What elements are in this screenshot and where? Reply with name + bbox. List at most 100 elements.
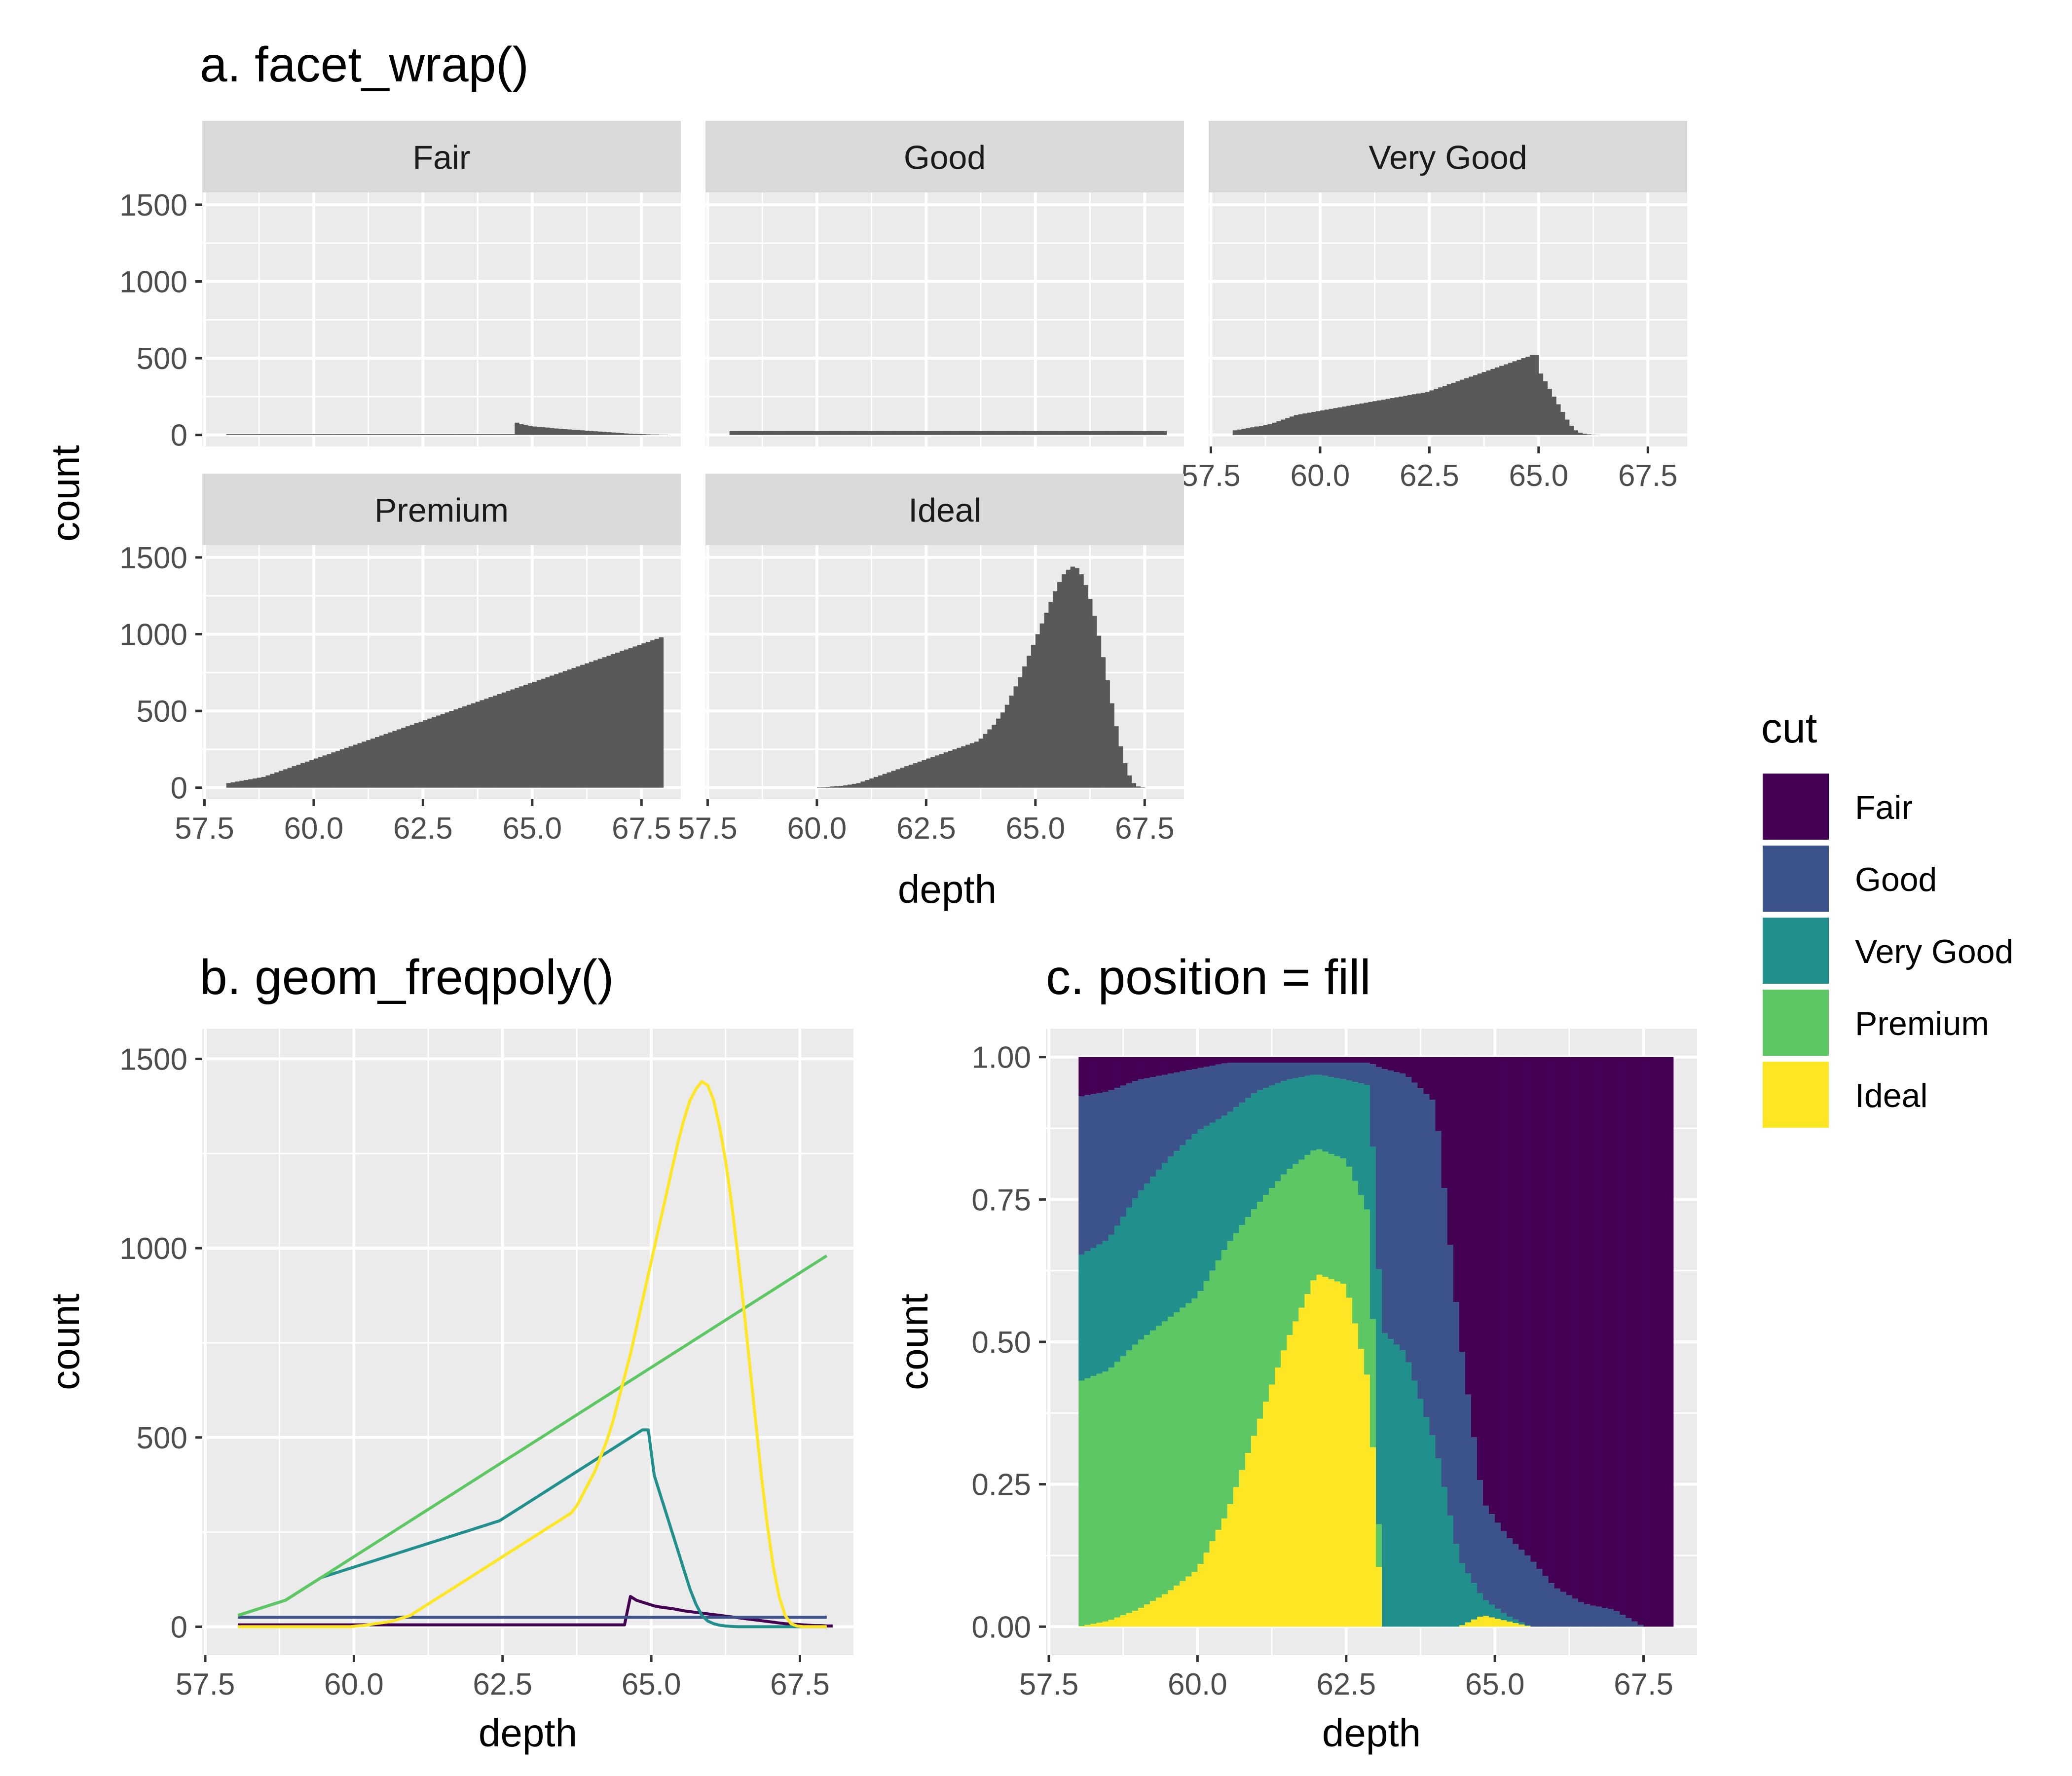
histogram-bar — [497, 434, 502, 435]
histogram-bar — [1359, 403, 1364, 435]
x-tick-label: 65.0 — [1005, 812, 1065, 846]
histogram-bar — [475, 434, 481, 435]
histogram-bar — [1446, 384, 1452, 435]
fill-bar-good — [1584, 1604, 1591, 1627]
histogram-bar — [558, 672, 563, 788]
histogram-bar — [987, 729, 992, 788]
fill-bar-ideal — [1364, 1374, 1370, 1627]
legend-label: Premium — [1855, 1005, 1989, 1042]
histogram-bar — [1053, 431, 1058, 435]
histogram-bar — [1460, 379, 1465, 435]
fill-bar-fair — [1661, 1057, 1668, 1627]
fill-bar-fair — [1269, 1057, 1275, 1063]
fill-bar-fair — [1489, 1057, 1495, 1515]
fill-bar-ideal — [1471, 1619, 1478, 1627]
histogram-bar — [602, 432, 607, 435]
fill-bar-premium — [1197, 1291, 1204, 1564]
histogram-bar — [996, 431, 1001, 435]
histogram-bar — [235, 781, 240, 788]
histogram-bar — [1039, 623, 1045, 788]
fill-bar-good — [1495, 1522, 1501, 1609]
fill-bar-very-good — [1269, 1085, 1275, 1188]
fill-bar-good — [1269, 1063, 1275, 1086]
histogram-bar — [471, 434, 476, 435]
fill-bar-ideal — [1149, 1601, 1156, 1627]
histogram-bar — [1481, 372, 1487, 435]
fill-bar-very-good — [1174, 1151, 1180, 1312]
histogram-bar — [996, 718, 1001, 788]
fill-bar-very-good — [1483, 1600, 1489, 1616]
fill-bar-good — [1530, 1561, 1537, 1627]
histogram-bar — [821, 787, 826, 788]
fill-bar-fair — [1156, 1057, 1162, 1076]
histogram-bar — [471, 703, 476, 788]
histogram-bar — [878, 775, 883, 788]
histogram-bar — [401, 728, 406, 788]
histogram-bar — [353, 434, 358, 435]
histogram-bar — [562, 429, 568, 435]
fill-bar-good — [1614, 1611, 1620, 1627]
histogram-bar — [423, 434, 428, 435]
fill-bar-very-good — [1518, 1622, 1525, 1625]
fill-bar-fair — [1524, 1057, 1531, 1555]
histogram-bar — [1101, 431, 1106, 435]
fill-bar-good — [1209, 1066, 1216, 1123]
fill-bar-fair — [1584, 1057, 1591, 1605]
histogram-bar — [501, 692, 507, 788]
histogram-bar — [1022, 431, 1027, 435]
histogram-bar — [1281, 419, 1286, 435]
fill-bar-fair — [1287, 1057, 1293, 1063]
fill-bar-premium — [1328, 1154, 1335, 1279]
x-tick-label: 62.5 — [1316, 1667, 1376, 1702]
fill-bar-very-good — [1400, 1350, 1406, 1627]
fill-bar-very-good — [1084, 1251, 1091, 1378]
fill-bar-fair — [1304, 1057, 1311, 1063]
fill-bar-premium — [1102, 1371, 1109, 1622]
fill-bar-premium — [1293, 1164, 1299, 1322]
fill-bar-very-good — [1245, 1098, 1252, 1218]
fill-bar-fair — [1144, 1057, 1150, 1078]
x-tick-label: 57.5 — [678, 812, 738, 846]
chart-a-title: a. facet_wrap() — [200, 37, 529, 92]
histogram-bar — [1276, 421, 1281, 435]
histogram-bar — [773, 431, 778, 435]
fill-bar-fair — [1477, 1057, 1483, 1480]
histogram-bar — [409, 434, 415, 435]
fill-bar-good — [1149, 1077, 1156, 1177]
histogram-bar — [992, 431, 997, 435]
histogram-bar — [1061, 574, 1067, 788]
histogram-bar — [244, 780, 249, 788]
histogram-bar — [891, 431, 896, 435]
fill-bar-very-good — [1251, 1093, 1258, 1209]
histogram-bar — [1140, 787, 1145, 788]
histogram-bar — [786, 431, 791, 435]
fill-bar-fair — [1655, 1057, 1662, 1627]
histogram-bar — [1004, 431, 1010, 435]
fill-bar-very-good — [1364, 1085, 1370, 1210]
histogram-bar — [1407, 395, 1412, 435]
histogram-bar — [619, 433, 625, 435]
histogram-bar — [816, 787, 822, 788]
histogram-bar — [383, 434, 388, 435]
x-tick-label: 60.0 — [324, 1667, 384, 1702]
y-tick-label: 1500 — [119, 188, 187, 222]
histogram-bar — [554, 428, 559, 435]
histogram-bar — [562, 671, 568, 788]
fill-bar-very-good — [1495, 1609, 1501, 1619]
fill-bar-premium — [1149, 1330, 1156, 1601]
histogram-bar — [1355, 404, 1360, 435]
fill-bar-fair — [1215, 1057, 1222, 1065]
fill-bar-fair — [1126, 1057, 1133, 1083]
fill-bar-very-good — [1185, 1140, 1192, 1303]
fill-bar-very-good — [1215, 1119, 1222, 1260]
fill-bar-very-good — [1501, 1613, 1507, 1621]
fill-bar-ideal — [1191, 1572, 1198, 1627]
histogram-bar — [265, 434, 270, 435]
fill-bar-premium — [1162, 1321, 1168, 1594]
histogram-bar — [856, 783, 861, 788]
histogram-bar — [1255, 426, 1259, 435]
fill-bar-very-good — [1388, 1339, 1394, 1627]
fill-bar-very-good — [1162, 1163, 1168, 1322]
histogram-bar — [1157, 431, 1163, 435]
histogram-bar — [1131, 783, 1137, 788]
